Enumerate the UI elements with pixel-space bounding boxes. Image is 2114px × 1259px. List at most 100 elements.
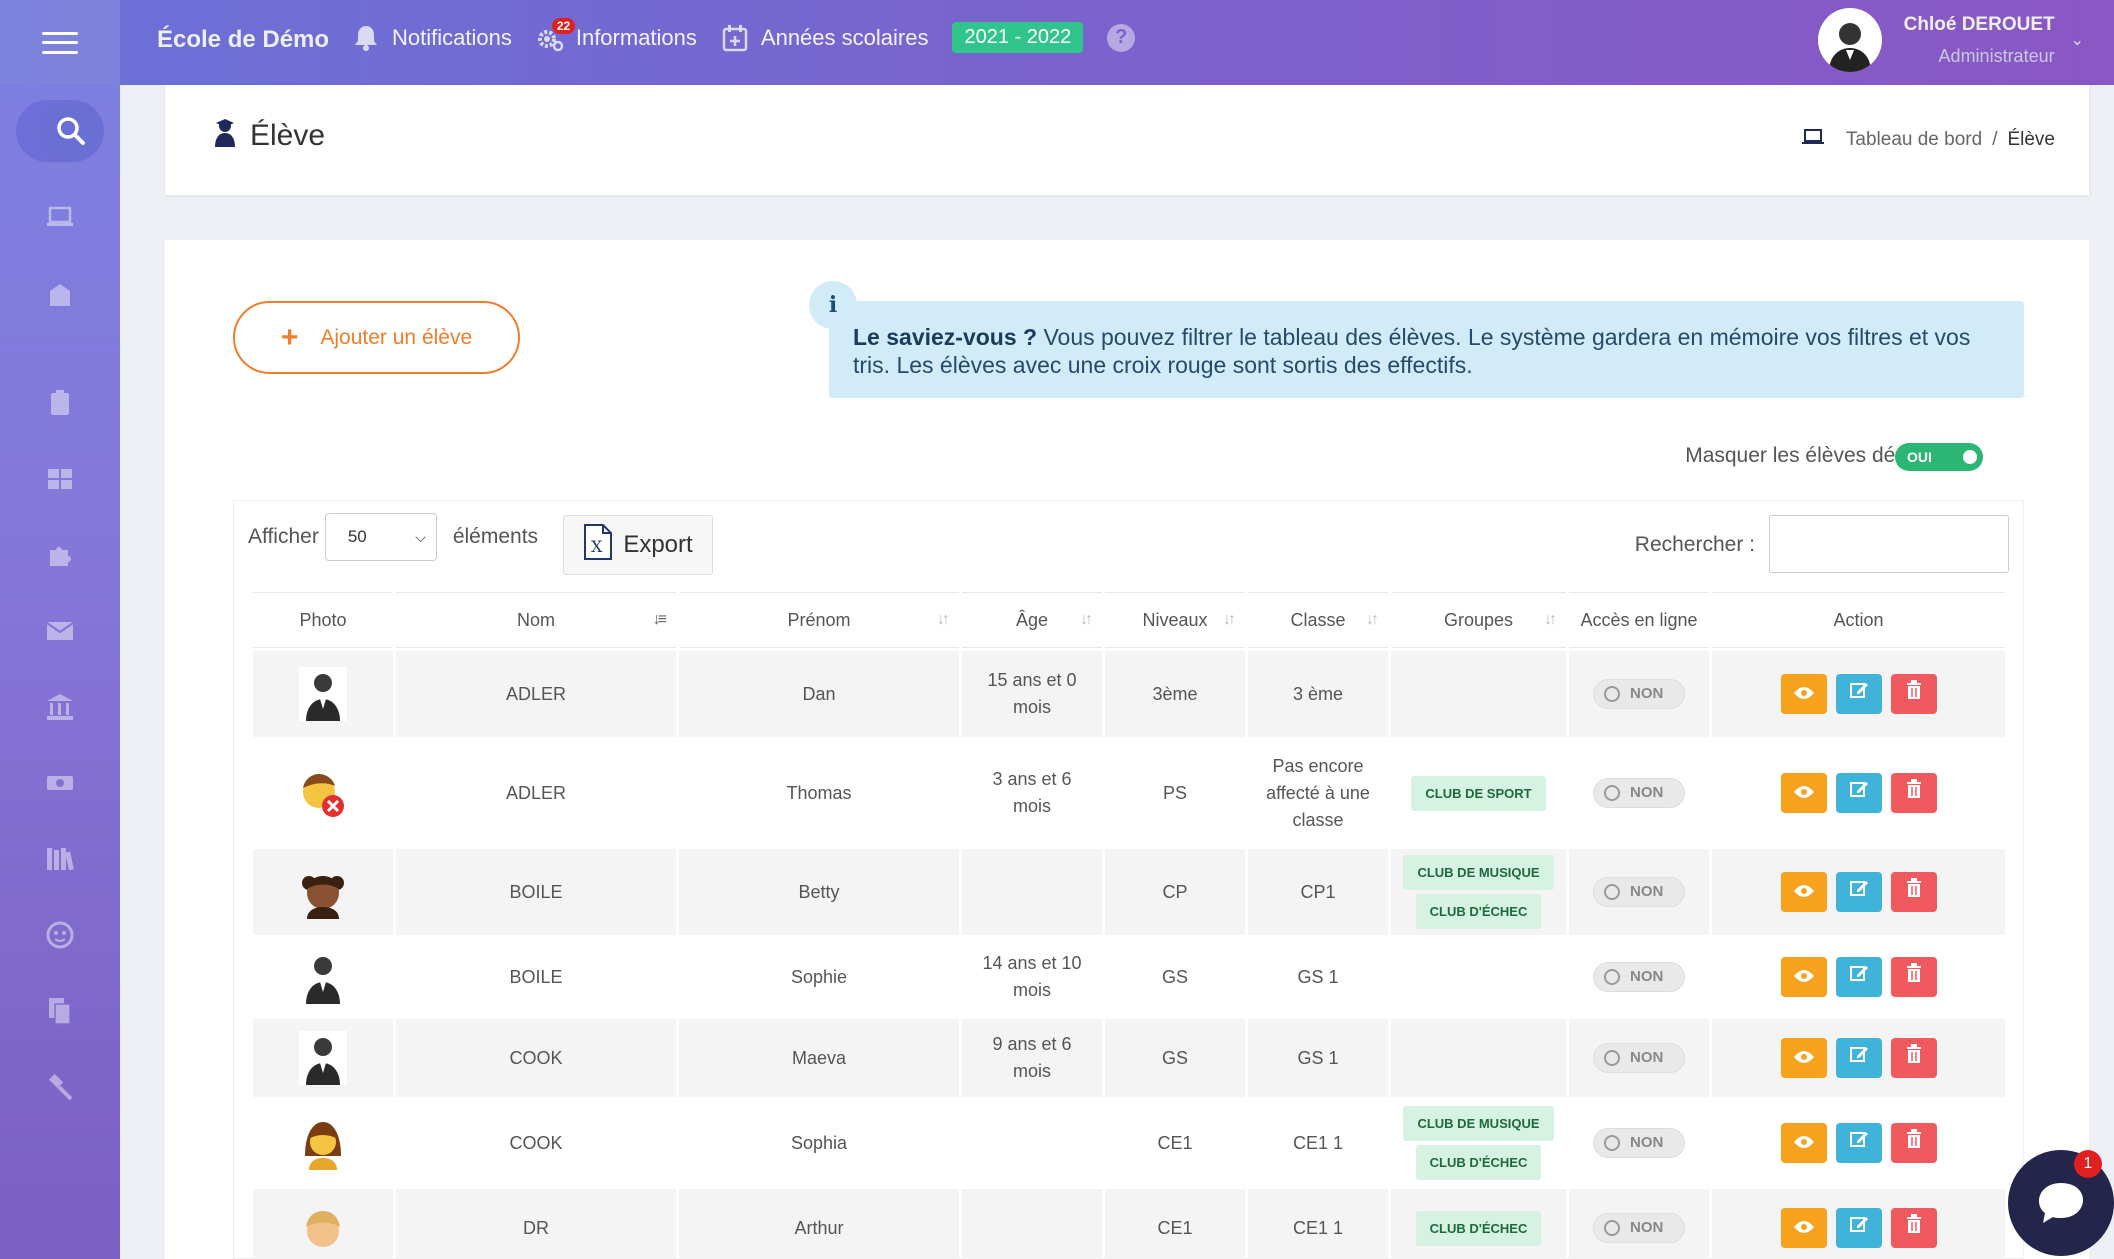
edit-button[interactable]: [1835, 1208, 1882, 1248]
col-niveaux[interactable]: Niveaux ↓↑: [1105, 592, 1245, 648]
delete-button[interactable]: [1890, 1038, 1937, 1078]
nav-informations[interactable]: 22 Informations: [536, 17, 697, 52]
edit-button[interactable]: [1835, 674, 1882, 714]
edit-button[interactable]: [1835, 1038, 1882, 1078]
bank-icon[interactable]: [44, 691, 76, 723]
delete-button[interactable]: [1890, 1208, 1937, 1248]
delete-button[interactable]: [1890, 674, 1937, 714]
table-row[interactable]: COOK Maeva 9 ans et 6 mois GS GS 1 NON: [253, 1019, 2005, 1097]
page-length-value: 50: [347, 527, 367, 546]
online-access-toggle[interactable]: NON: [1593, 678, 1685, 709]
grid-icon[interactable]: [44, 463, 76, 495]
chevron-down-icon: ⌄: [2070, 32, 2084, 49]
cell-niveau: GS: [1105, 1019, 1245, 1097]
face-icon[interactable]: [44, 919, 76, 951]
puzzle-icon[interactable]: [44, 539, 76, 571]
envelope-icon[interactable]: [44, 615, 76, 647]
toggle-circle-icon: [1604, 1219, 1620, 1236]
breadcrumb-current: Élève: [2007, 129, 2055, 150]
export-button[interactable]: X Export: [563, 515, 713, 575]
add-student-button[interactable]: + Ajouter un élève: [233, 301, 520, 374]
edit-button[interactable]: [1835, 773, 1882, 813]
help-icon[interactable]: ?: [1107, 23, 1136, 52]
online-access-toggle[interactable]: NON: [1593, 1127, 1685, 1158]
laptop-icon: [1801, 129, 1824, 151]
table-header-row: Photo Nom ↓≡ Prénom ↓↑ Âge ↓↑ Niveaux ↓↑ Cla…: [253, 592, 2005, 648]
edit-button[interactable]: [1835, 872, 1882, 912]
search-input[interactable]: [1769, 515, 2009, 573]
view-button[interactable]: [1780, 957, 1827, 997]
delete-button[interactable]: [1890, 773, 1937, 813]
table-row[interactable]: ADLER Dan 15 ans et 0 mois 3ème 3 ème NON: [253, 651, 2005, 737]
col-nom[interactable]: Nom ↓≡: [396, 592, 676, 648]
hide-withdrawn-label: Masquer les élèves désistés: [1685, 444, 1949, 467]
col-age-label: Âge: [1015, 609, 1049, 630]
trash-icon: [1906, 1129, 1922, 1157]
sidebar-search-button[interactable]: [16, 100, 104, 162]
table-row[interactable]: BOILE Sophie 14 ans et 10 mois GS GS 1 NON: [253, 938, 2005, 1016]
col-classe[interactable]: Classe ↓↑: [1248, 592, 1388, 648]
user-menu[interactable]: Chloé DEROUET Administrateur ⌄: [1817, 8, 2084, 72]
col-age[interactable]: Âge ↓↑: [962, 592, 1102, 648]
cell-photo: [253, 1189, 393, 1259]
cell-age: 9 ans et 6 mois: [962, 1019, 1102, 1097]
online-access-toggle[interactable]: NON: [1593, 1042, 1685, 1073]
view-button[interactable]: [1780, 674, 1827, 714]
edit-button[interactable]: [1835, 1123, 1882, 1163]
delete-button[interactable]: [1890, 957, 1937, 997]
col-prenom[interactable]: Prénom ↓↑: [679, 592, 959, 648]
clipboard-icon[interactable]: [44, 387, 76, 419]
school-icon[interactable]: [44, 279, 76, 311]
user-avatar: [1817, 8, 1882, 72]
cell-niveau: GS: [1105, 938, 1245, 1016]
toggle-circle-icon: [1604, 883, 1620, 900]
cell-niveau: PS: [1105, 740, 1245, 846]
online-access-toggle[interactable]: NON: [1593, 1212, 1685, 1243]
books-icon[interactable]: [44, 843, 76, 875]
cell-acces: NON: [1569, 651, 1709, 737]
hide-withdrawn-toggle[interactable]: OUI: [1895, 443, 1983, 471]
online-access-text: NON: [1630, 685, 1664, 702]
sort-icon: ↓↑: [1366, 611, 1379, 628]
add-student-label: Ajouter un élève: [320, 325, 473, 349]
view-button[interactable]: [1780, 872, 1827, 912]
money-icon[interactable]: [44, 767, 76, 799]
trash-icon: [1906, 680, 1922, 708]
student-avatar: [296, 766, 350, 820]
cell-groupes: [1391, 1019, 1566, 1097]
cell-acces: NON: [1569, 849, 1709, 935]
cell-prenom: Arthur: [679, 1189, 959, 1259]
table-row[interactable]: BOILE Betty CP CP1 CLUB DE MUSIQUE CLUB D'ÉCH…: [253, 849, 2005, 935]
sort-icon: ↓↑: [937, 611, 950, 628]
nav-notifications[interactable]: Notifications: [352, 24, 512, 52]
online-access-toggle[interactable]: NON: [1593, 961, 1685, 992]
age-text: 15 ans et 0 mois: [987, 670, 1077, 717]
chat-widget[interactable]: 1: [2008, 1150, 2114, 1259]
delete-button[interactable]: [1890, 1123, 1937, 1163]
view-button[interactable]: [1780, 1038, 1827, 1078]
table-row[interactable]: ADLER Thomas 3 ans et 6 mois PS Pas encore a…: [253, 740, 2005, 846]
delete-button[interactable]: [1890, 872, 1937, 912]
table-row[interactable]: COOK Sophia CE1 CE1 1 CLUB DE MUSIQUE CLUB D'…: [253, 1100, 2005, 1186]
view-button[interactable]: [1780, 1123, 1827, 1163]
breadcrumb-home-link[interactable]: Tableau de bord: [1845, 129, 1983, 150]
view-button[interactable]: [1780, 773, 1827, 813]
main-panel: + Ajouter un élève Le saviez-vous ? Vous…: [165, 240, 2089, 1259]
edit-icon: [1849, 680, 1869, 708]
gavel-icon[interactable]: [44, 1071, 76, 1103]
files-icon[interactable]: [44, 995, 76, 1027]
online-access-toggle[interactable]: NON: [1593, 777, 1685, 808]
current-year-badge[interactable]: 2021 - 2022: [952, 22, 1084, 53]
cell-photo: [253, 849, 393, 935]
nav-school-years[interactable]: Années scolaires: [721, 24, 928, 52]
online-access-toggle[interactable]: NON: [1593, 876, 1685, 907]
menu-toggle-button[interactable]: [0, 0, 120, 85]
breadcrumb: Tableau de bord / Élève: [1801, 129, 2055, 151]
page-length-select[interactable]: 50 ⌵: [324, 513, 437, 561]
view-button[interactable]: [1780, 1208, 1827, 1248]
col-groupes[interactable]: Groupes ↓↑: [1391, 592, 1566, 648]
laptop-icon[interactable]: [44, 201, 76, 233]
table-row[interactable]: DR Arthur CE1 CE1 1 CLUB D'ÉCHEC NON: [253, 1189, 2005, 1259]
edit-button[interactable]: [1835, 957, 1882, 997]
page-title: Élève: [210, 117, 325, 155]
